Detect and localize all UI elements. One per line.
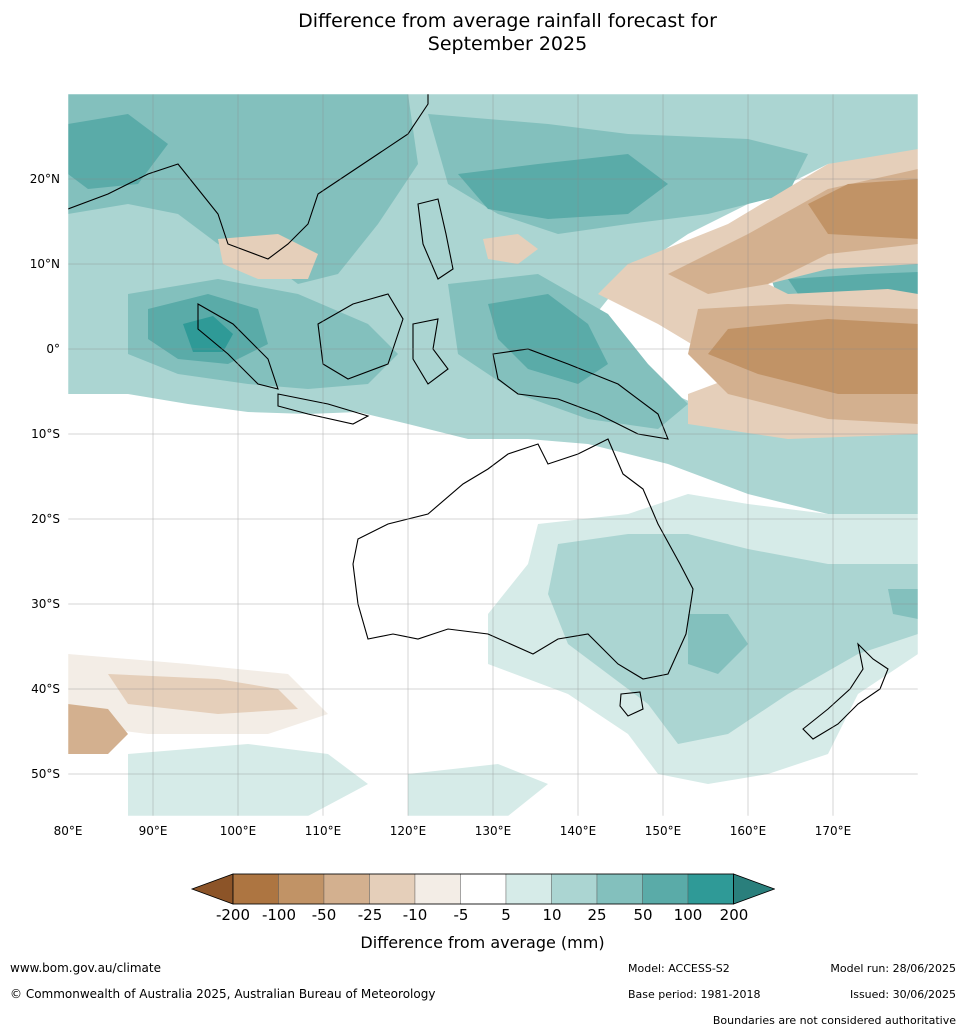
lon-label-160e: 160°E — [729, 824, 767, 838]
graticule — [68, 94, 918, 816]
colorbar-tick: -50 — [311, 906, 337, 924]
coastlines — [68, 94, 889, 740]
lon-label-100e: 100°E — [219, 824, 257, 838]
colorbar-tick: 10 — [542, 906, 562, 924]
lat-label-30s: 30°S — [31, 597, 60, 611]
colorbar-label: Difference from average (mm) — [360, 933, 605, 952]
lon-label-140e: 140°E — [559, 824, 597, 838]
new-zealand-coast — [802, 642, 889, 740]
colorbar-swatch — [232, 873, 279, 905]
strongest-wet-core — [183, 316, 233, 352]
southern-teal-region — [128, 494, 918, 816]
lat-label-0: 0° — [46, 342, 60, 356]
new-guinea-coast — [492, 348, 669, 440]
base-period: Base period: 1981-2018 — [628, 988, 761, 1001]
australia-coast — [352, 438, 694, 680]
boundaries-disclaimer: Boundaries are not considered authoritat… — [712, 1014, 956, 1027]
model-name: Model: ACCESS-S2 — [628, 962, 730, 975]
colorbar-swatch — [414, 873, 461, 905]
asia-coast — [68, 94, 429, 260]
colorbar-swatch — [687, 873, 734, 905]
lon-label-90e: 90°E — [138, 824, 168, 838]
dry-pacific-region — [218, 149, 918, 439]
colorbar-extend-low — [190, 873, 234, 905]
colorbar-tick: 50 — [633, 906, 653, 924]
sumatra-coast — [197, 303, 279, 390]
lon-label-170e: 170°E — [814, 824, 852, 838]
colorbar-swatch — [323, 873, 370, 905]
lat-label-50s: 50°S — [31, 767, 60, 781]
colorbar-swatch — [642, 873, 689, 905]
java-coast — [277, 393, 370, 425]
rainfall-map — [68, 94, 918, 816]
tasmania-coast — [619, 691, 644, 717]
lon-label-130e: 130°E — [474, 824, 512, 838]
colorbar-tick: -10 — [402, 906, 428, 924]
colorbar-tick: -100 — [261, 906, 297, 924]
lat-label-10n: 10°N — [29, 257, 60, 271]
lon-label-110e: 110°E — [304, 824, 342, 838]
website-link[interactable]: www.bom.gov.au/climate — [10, 961, 161, 975]
colorbar — [190, 873, 775, 905]
philippines-coast — [417, 198, 454, 280]
borneo-coast — [317, 293, 404, 380]
colorbar-frame — [232, 873, 734, 905]
copyright-text: © Commonwealth of Australia 2025, Austra… — [10, 987, 436, 1001]
lat-label-20s: 20°S — [31, 512, 60, 526]
southern-dry-streak — [68, 654, 328, 754]
colorbar-extend-high — [733, 873, 775, 905]
colorbar-swatch — [505, 873, 552, 905]
map-title: Difference from average rainfall forecas… — [0, 10, 965, 56]
colorbar-swatch — [596, 873, 643, 905]
lat-label-20n: 20°N — [29, 172, 60, 186]
colorbar-tick: 25 — [587, 906, 607, 924]
model-run-date: Model run: 28/06/2025 — [830, 962, 956, 975]
lat-label-40s: 40°S — [31, 682, 60, 696]
lon-label-120e: 120°E — [389, 824, 427, 838]
colorbar-tick: 200 — [719, 906, 749, 924]
issued-date: Issued: 30/06/2025 — [849, 988, 956, 1001]
title-line-1: Difference from average rainfall forecas… — [298, 10, 717, 32]
colorbar-swatch — [369, 873, 416, 905]
lon-label-80e: 80°E — [53, 824, 83, 838]
colorbar-swatch — [551, 873, 598, 905]
title-line-2: September 2025 — [427, 33, 588, 55]
colorbar-swatch — [278, 873, 325, 905]
colorbar-tick: 5 — [501, 906, 511, 924]
lon-label-150e: 150°E — [644, 824, 682, 838]
colorbar-tick: 100 — [673, 906, 703, 924]
colorbar-swatch — [460, 873, 507, 905]
colorbar-tick: -5 — [453, 906, 469, 924]
sulawesi-coast — [412, 318, 449, 385]
lat-label-10s: 10°S — [31, 427, 60, 441]
colorbar-tick: -200 — [215, 906, 251, 924]
colorbar-tick: -25 — [357, 906, 383, 924]
